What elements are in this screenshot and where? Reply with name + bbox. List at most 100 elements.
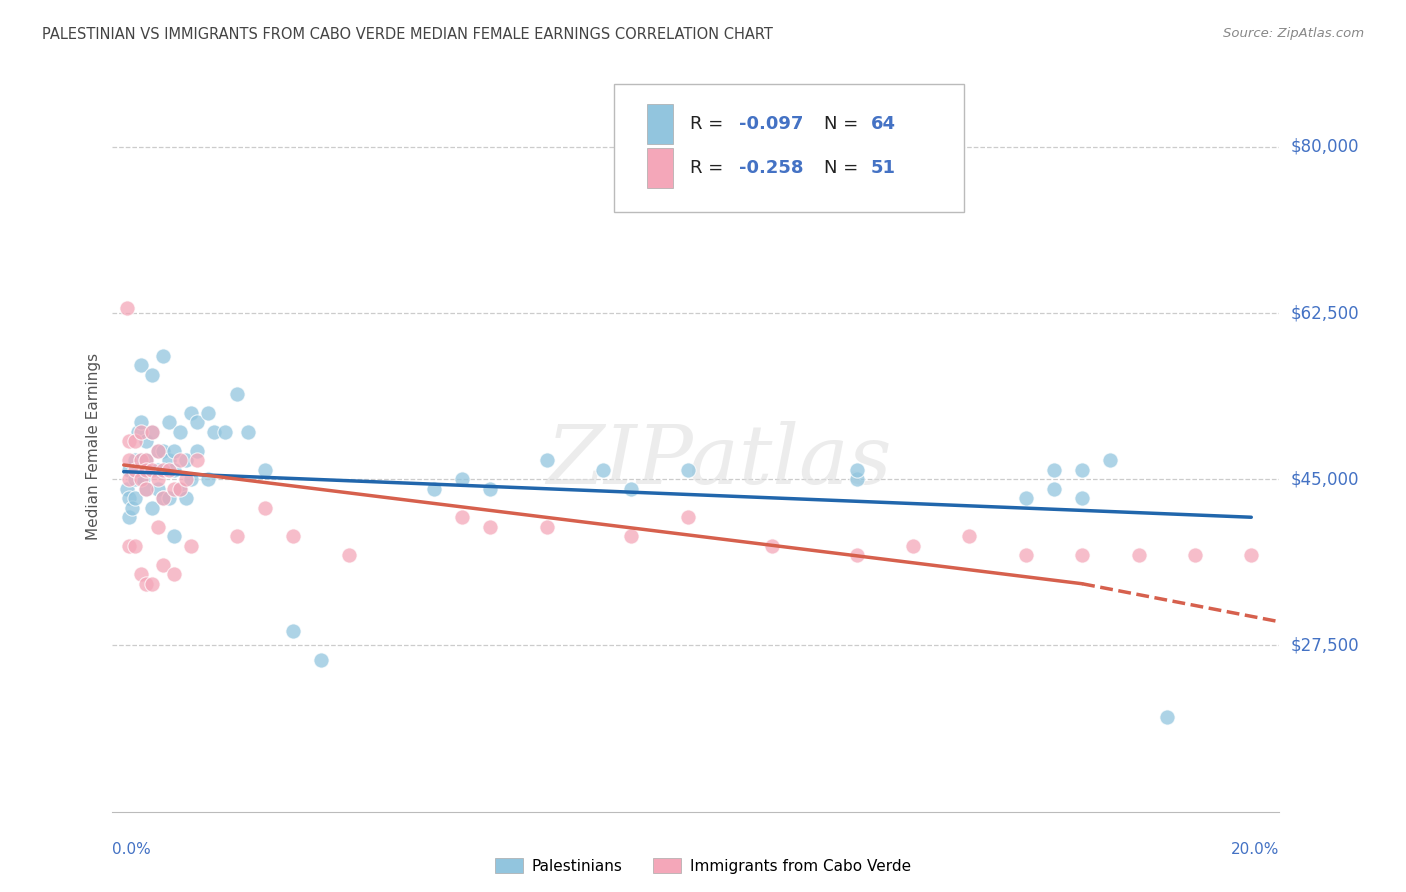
Y-axis label: Median Female Earnings: Median Female Earnings xyxy=(86,352,101,540)
Point xyxy=(152,443,174,458)
Point xyxy=(121,500,143,515)
Point xyxy=(186,443,208,458)
Point xyxy=(157,453,180,467)
Point xyxy=(225,529,247,543)
Point xyxy=(129,453,152,467)
Point xyxy=(141,425,163,439)
Point xyxy=(197,406,219,420)
Point xyxy=(169,482,191,496)
Point xyxy=(451,472,474,486)
Point xyxy=(124,453,146,467)
Text: ZIPatlas: ZIPatlas xyxy=(547,421,891,500)
Point xyxy=(281,624,304,639)
Point xyxy=(124,434,146,449)
Text: -0.258: -0.258 xyxy=(740,159,804,177)
Point xyxy=(1071,548,1094,562)
Point xyxy=(118,491,141,506)
Point xyxy=(118,539,141,553)
Point xyxy=(157,415,180,429)
Point xyxy=(118,453,141,467)
Point xyxy=(174,472,197,486)
Text: $27,500: $27,500 xyxy=(1291,637,1360,655)
Text: 0.0%: 0.0% xyxy=(112,842,152,857)
Point xyxy=(536,520,558,534)
Point xyxy=(135,434,157,449)
Point xyxy=(135,463,157,477)
Point xyxy=(1071,491,1094,506)
Point xyxy=(163,443,186,458)
Text: $62,500: $62,500 xyxy=(1291,304,1360,322)
Text: N =: N = xyxy=(824,159,865,177)
Point xyxy=(135,482,157,496)
Point xyxy=(141,576,163,591)
Point xyxy=(146,482,169,496)
Point xyxy=(1128,548,1150,562)
Legend: Palestinians, Immigrants from Cabo Verde: Palestinians, Immigrants from Cabo Verde xyxy=(489,852,917,880)
Point xyxy=(141,463,163,477)
Point xyxy=(152,349,174,363)
Point xyxy=(152,463,174,477)
Point xyxy=(118,472,141,486)
Point xyxy=(253,500,276,515)
Point xyxy=(1015,548,1038,562)
Point xyxy=(451,510,474,524)
Point xyxy=(124,491,146,506)
Point xyxy=(197,472,219,486)
Point xyxy=(214,425,236,439)
Text: N =: N = xyxy=(824,115,865,133)
FancyBboxPatch shape xyxy=(647,148,672,188)
Point xyxy=(152,491,174,506)
Point xyxy=(620,529,643,543)
Point xyxy=(115,301,138,316)
Text: 20.0%: 20.0% xyxy=(1232,842,1279,857)
Point xyxy=(129,453,152,467)
Point xyxy=(225,386,247,401)
Point xyxy=(129,472,152,486)
Point xyxy=(236,425,259,439)
Point xyxy=(129,425,152,439)
Point xyxy=(174,491,197,506)
Point xyxy=(620,482,643,496)
Point xyxy=(1184,548,1206,562)
Point xyxy=(141,425,163,439)
Point xyxy=(186,415,208,429)
Point xyxy=(845,548,868,562)
Point xyxy=(676,510,699,524)
Point xyxy=(309,653,332,667)
Point xyxy=(152,558,174,572)
Point xyxy=(1156,710,1178,724)
Point xyxy=(146,472,169,486)
Point xyxy=(163,567,186,582)
Text: $80,000: $80,000 xyxy=(1291,137,1360,156)
Text: $45,000: $45,000 xyxy=(1291,470,1360,488)
Point xyxy=(186,453,208,467)
Point xyxy=(253,463,276,477)
Text: R =: R = xyxy=(690,159,730,177)
Point xyxy=(157,463,180,477)
Point xyxy=(163,463,186,477)
Point xyxy=(281,529,304,543)
Point xyxy=(1240,548,1263,562)
Point xyxy=(135,453,157,467)
Text: 51: 51 xyxy=(872,159,896,177)
Point xyxy=(132,472,155,486)
Point xyxy=(163,529,186,543)
Point xyxy=(129,358,152,372)
Point xyxy=(146,443,169,458)
FancyBboxPatch shape xyxy=(614,84,965,212)
Point xyxy=(157,491,180,506)
Point xyxy=(1015,491,1038,506)
Point xyxy=(202,425,225,439)
Point xyxy=(129,567,152,582)
Point xyxy=(163,482,186,496)
Point xyxy=(135,576,157,591)
Point xyxy=(180,472,202,486)
Point xyxy=(118,510,141,524)
Point xyxy=(1099,453,1122,467)
Point xyxy=(124,472,146,486)
Text: 64: 64 xyxy=(872,115,896,133)
Point xyxy=(592,463,614,477)
Point xyxy=(135,453,157,467)
Point xyxy=(536,453,558,467)
Point xyxy=(129,415,152,429)
